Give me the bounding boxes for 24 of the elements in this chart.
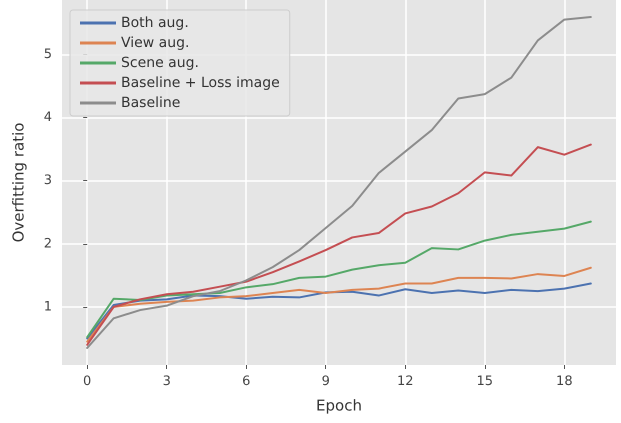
y-tick-label: 4 (44, 110, 52, 125)
legend-label: View aug. (121, 35, 190, 51)
line-series (86, 266, 592, 343)
y-tick-label: 1 (44, 299, 52, 314)
x-tick-label: 3 (162, 374, 171, 389)
x-tick-label: 15 (476, 374, 494, 389)
legend-label: Baseline + Loss image (121, 75, 280, 91)
x-tick-label: 0 (83, 374, 92, 389)
x-tick-label: 6 (242, 374, 250, 389)
legend-label: Both aug. (121, 15, 189, 31)
line-series (86, 144, 592, 346)
legend-label: Scene aug. (121, 55, 199, 71)
x-tick-label: 12 (396, 374, 414, 389)
y-tick-label: 2 (44, 236, 52, 252)
x-tick-label: 9 (322, 374, 330, 389)
line-series (86, 16, 592, 349)
y-axis-title: Overfitting ratio (10, 122, 28, 242)
line-series (86, 282, 592, 340)
line-series (86, 220, 592, 338)
legend-label: Baseline (121, 95, 180, 111)
x-axis-title: Epoch (316, 396, 362, 414)
y-tick-label: 5 (44, 46, 52, 62)
y-tick-label: 3 (44, 173, 52, 188)
x-tick-label: 18 (556, 374, 573, 389)
